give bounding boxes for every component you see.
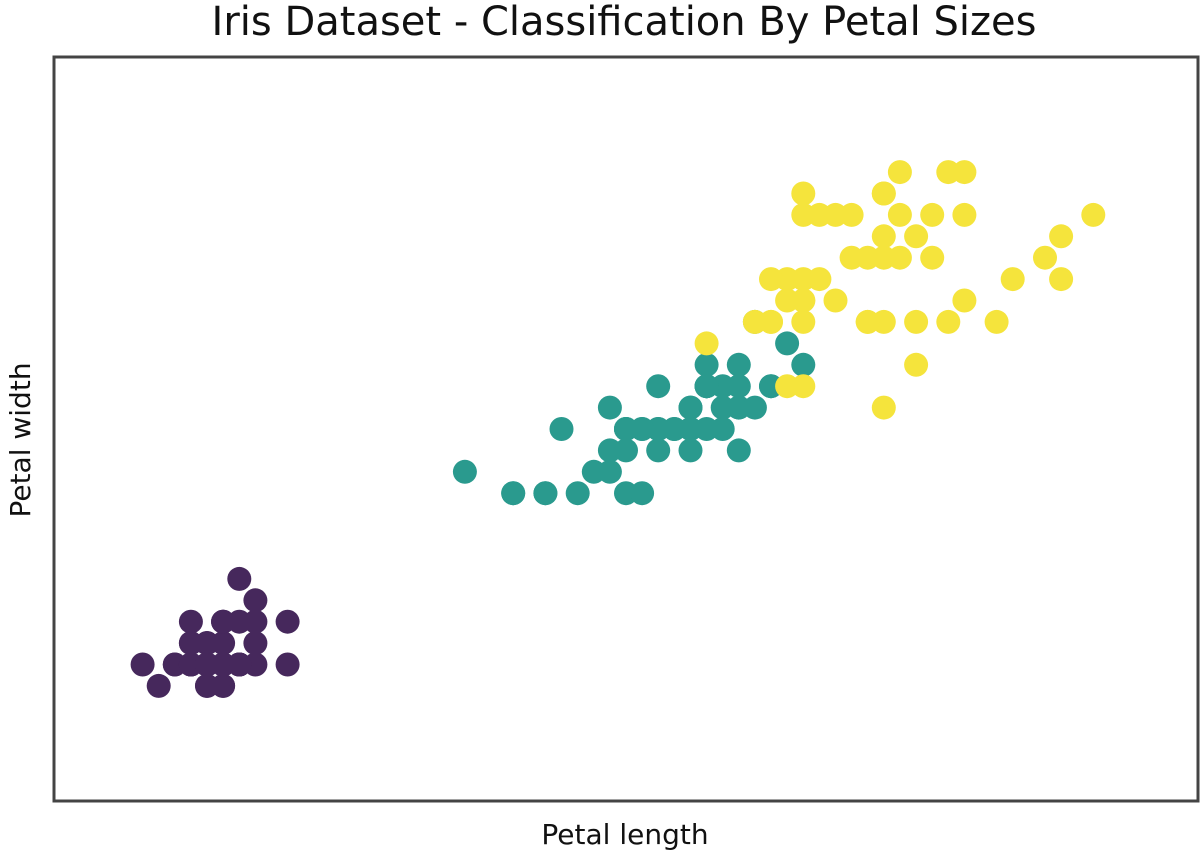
series-1-point-25 <box>275 652 300 677</box>
series-2-point-24 <box>726 438 751 463</box>
plot-area <box>52 55 1200 803</box>
series-1-point-50 <box>195 652 219 677</box>
series-3-point-8 <box>984 309 1009 334</box>
series-3-point-18 <box>1049 224 1074 249</box>
series-3-point-48 <box>807 267 832 292</box>
series-3-point-21 <box>887 202 912 227</box>
series-3-point-45 <box>887 160 912 185</box>
series-2-point-7 <box>726 352 751 377</box>
series-2-point-36 <box>694 352 719 377</box>
series-1-point-19 <box>243 631 268 656</box>
series-2-point-28 <box>775 331 800 356</box>
series-2-point-48 <box>662 417 687 441</box>
chart-title: Iris Dataset - Classification By Petal S… <box>212 0 1037 45</box>
series-2-point-27 <box>742 395 767 420</box>
series-3-point-3 <box>920 245 945 270</box>
series-2-point-26 <box>678 395 703 420</box>
series-2-point-30 <box>533 481 558 506</box>
series-2 <box>452 309 816 506</box>
series-2-point-42 <box>710 395 735 420</box>
series-3-point-32 <box>1000 267 1025 292</box>
series-1-point-14 <box>146 673 171 698</box>
series-2-point-32 <box>565 481 590 506</box>
series-3 <box>694 160 1106 420</box>
series-3-point-41 <box>871 181 896 206</box>
data-points <box>130 160 1106 698</box>
series-2-point-12 <box>646 374 671 399</box>
series-3-point-7 <box>694 331 719 356</box>
series-1-point-44 <box>227 566 252 591</box>
series-3-point-30 <box>904 352 929 377</box>
series-2-point-49 <box>452 459 477 484</box>
series-3-point-39 <box>742 309 767 334</box>
series-3-point-38 <box>855 309 880 334</box>
series-3-point-12 <box>823 288 848 313</box>
series-2-point-44 <box>501 481 526 506</box>
series-3-point-44 <box>920 202 945 227</box>
series-3-point-47 <box>775 288 800 313</box>
series-3-point-23 <box>1049 267 1074 292</box>
series-3-point-6 <box>1033 245 1057 270</box>
series-2-point-31 <box>581 459 606 484</box>
series-3-point-15 <box>791 181 816 206</box>
series-3-point-19 <box>1081 202 1106 227</box>
series-2-point-34 <box>791 352 816 377</box>
series-3-point-31 <box>952 288 977 313</box>
series-1-point-17 <box>178 609 203 634</box>
series-3-point-33 <box>871 224 896 249</box>
series-2-point-50 <box>630 417 655 441</box>
series-1 <box>130 566 300 698</box>
y-axis-label: Petal width <box>4 362 37 517</box>
series-3-point-35 <box>871 395 896 420</box>
series-2-point-41 <box>678 438 703 463</box>
series-3-point-10 <box>952 160 977 185</box>
series-2-point-15 <box>549 417 574 441</box>
series-1-point-23 <box>130 652 155 677</box>
series-1-point-38 <box>195 673 219 698</box>
series-3-point-26 <box>936 309 961 334</box>
x-axis-label: Petal length <box>541 818 708 851</box>
series-2-point-43 <box>614 438 638 463</box>
series-3-point-46 <box>807 202 832 227</box>
series-3-point-22 <box>759 267 783 292</box>
series-2-point-10 <box>597 395 622 420</box>
series-2-point-37 <box>726 374 751 399</box>
series-2-point-46 <box>646 438 671 463</box>
series-3-point-36 <box>952 202 977 227</box>
series-3-point-49 <box>839 202 864 227</box>
series-2-point-35 <box>694 374 719 399</box>
series-3-point-9 <box>904 309 929 334</box>
series-1-point-45 <box>275 609 300 634</box>
series-1-point-32 <box>211 609 236 634</box>
series-3-point-34 <box>791 374 816 399</box>
series-2-point-9 <box>710 417 735 441</box>
series-2-point-18 <box>630 481 655 506</box>
series-3-point-5 <box>904 224 929 249</box>
series-1-point-24 <box>243 588 268 613</box>
series-3-point-50 <box>791 309 816 334</box>
series-3-point-29 <box>871 245 896 270</box>
series-1-point-46 <box>195 631 219 656</box>
series-3-point-40 <box>839 245 864 270</box>
